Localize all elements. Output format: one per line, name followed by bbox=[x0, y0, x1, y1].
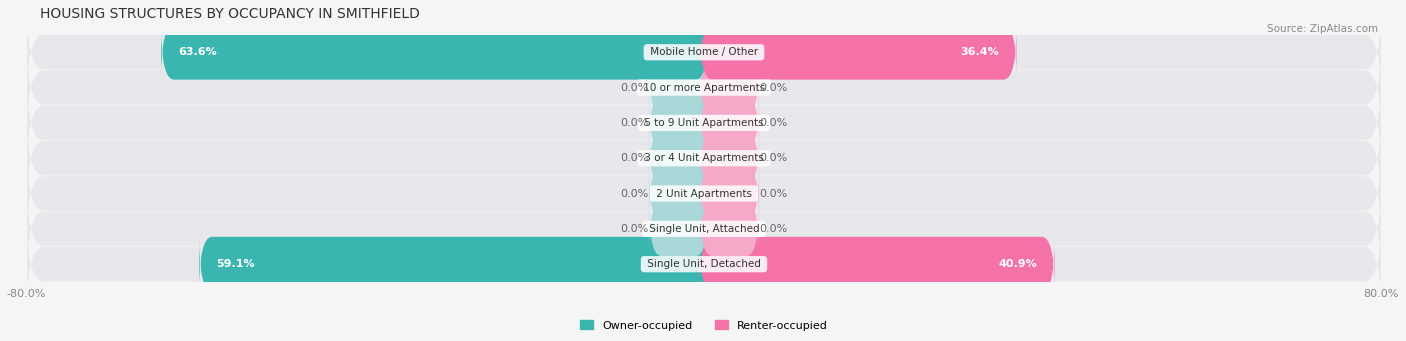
Legend: Owner-occupied, Renter-occupied: Owner-occupied, Renter-occupied bbox=[581, 320, 828, 331]
Text: 63.6%: 63.6% bbox=[179, 47, 217, 57]
Text: 5 to 9 Unit Apartments: 5 to 9 Unit Apartments bbox=[641, 118, 766, 128]
Text: Source: ZipAtlas.com: Source: ZipAtlas.com bbox=[1267, 24, 1378, 34]
Text: 0.0%: 0.0% bbox=[759, 118, 787, 128]
FancyBboxPatch shape bbox=[700, 25, 1017, 80]
Text: 0.0%: 0.0% bbox=[620, 189, 650, 198]
FancyBboxPatch shape bbox=[200, 237, 709, 292]
FancyBboxPatch shape bbox=[27, 34, 1382, 141]
FancyBboxPatch shape bbox=[700, 237, 1054, 292]
Text: 0.0%: 0.0% bbox=[759, 224, 787, 234]
Text: Single Unit, Attached: Single Unit, Attached bbox=[645, 224, 762, 234]
Text: 10 or more Apartments: 10 or more Apartments bbox=[640, 83, 768, 93]
Text: 59.1%: 59.1% bbox=[217, 259, 254, 269]
Text: Mobile Home / Other: Mobile Home / Other bbox=[647, 47, 761, 57]
Text: HOUSING STRUCTURES BY OCCUPANCY IN SMITHFIELD: HOUSING STRUCTURES BY OCCUPANCY IN SMITH… bbox=[41, 7, 420, 21]
FancyBboxPatch shape bbox=[27, 0, 1382, 106]
FancyBboxPatch shape bbox=[27, 70, 1382, 176]
Text: 0.0%: 0.0% bbox=[620, 153, 650, 163]
FancyBboxPatch shape bbox=[27, 176, 1382, 282]
Text: 36.4%: 36.4% bbox=[960, 47, 1000, 57]
Text: 40.9%: 40.9% bbox=[998, 259, 1038, 269]
Text: 0.0%: 0.0% bbox=[620, 224, 650, 234]
FancyBboxPatch shape bbox=[650, 202, 709, 256]
Text: 0.0%: 0.0% bbox=[759, 153, 787, 163]
FancyBboxPatch shape bbox=[650, 60, 709, 115]
Text: 0.0%: 0.0% bbox=[759, 189, 787, 198]
Text: 3 or 4 Unit Apartments: 3 or 4 Unit Apartments bbox=[641, 153, 768, 163]
FancyBboxPatch shape bbox=[27, 140, 1382, 247]
FancyBboxPatch shape bbox=[650, 95, 709, 150]
Text: 0.0%: 0.0% bbox=[620, 118, 650, 128]
FancyBboxPatch shape bbox=[700, 202, 759, 256]
FancyBboxPatch shape bbox=[700, 131, 759, 186]
FancyBboxPatch shape bbox=[27, 105, 1382, 211]
FancyBboxPatch shape bbox=[27, 211, 1382, 317]
Text: 2 Unit Apartments: 2 Unit Apartments bbox=[652, 189, 755, 198]
FancyBboxPatch shape bbox=[162, 25, 709, 80]
FancyBboxPatch shape bbox=[700, 95, 759, 150]
FancyBboxPatch shape bbox=[700, 166, 759, 221]
Text: 0.0%: 0.0% bbox=[759, 83, 787, 93]
Text: Single Unit, Detached: Single Unit, Detached bbox=[644, 259, 763, 269]
FancyBboxPatch shape bbox=[650, 166, 709, 221]
Text: 0.0%: 0.0% bbox=[620, 83, 650, 93]
FancyBboxPatch shape bbox=[700, 60, 759, 115]
FancyBboxPatch shape bbox=[650, 131, 709, 186]
